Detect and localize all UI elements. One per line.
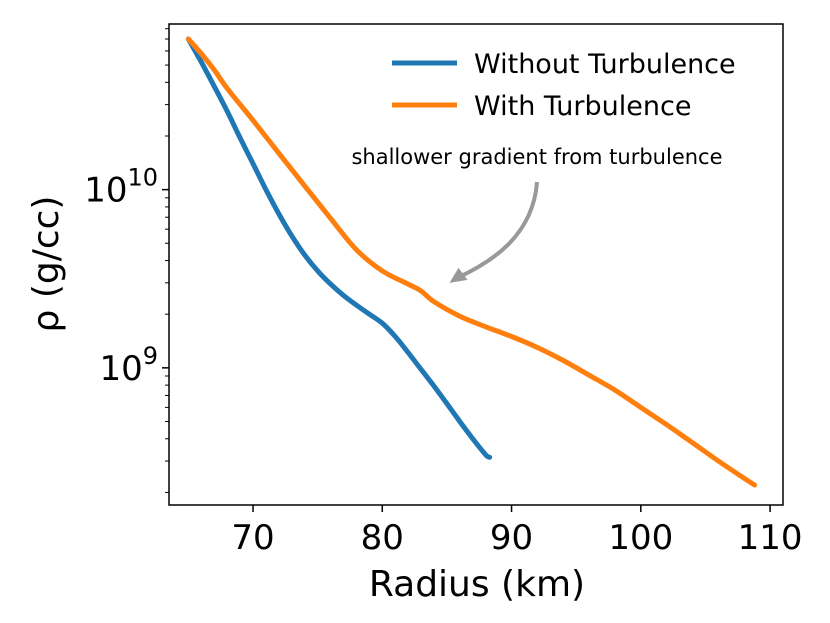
series-line-without-turbulence [185,36,493,460]
x-tick-label: 110 [738,518,803,558]
x-axis: 70 80 90 100 110 [231,505,803,558]
y-tick-label: 1010 [84,164,158,211]
legend: Without Turbulence With Turbulence [392,49,736,122]
x-axis-label: Radius (km) [369,564,585,605]
y-axis: 109 1010 [84,28,169,493]
series-line-with-turbulence [185,36,758,488]
y-axis-label: ρ (g/cc) [26,196,67,333]
annotation-layer: shallower gradient from turbulence [351,145,723,283]
annotation-arrowhead [449,267,468,283]
legend-label-with-turbulence: With Turbulence [474,91,691,122]
x-tick-label: 100 [608,518,673,558]
plot-frame [168,23,784,506]
x-tick-label: 90 [490,518,533,558]
series-layer [185,36,758,488]
x-tick-label: 70 [231,518,274,558]
annotation-text: shallower gradient from turbulence [351,145,722,169]
legend-label-without-turbulence: Without Turbulence [474,49,736,80]
x-tick-label: 80 [361,518,404,558]
y-tick-label: 109 [99,342,158,389]
annotation-arrow [456,181,539,280]
